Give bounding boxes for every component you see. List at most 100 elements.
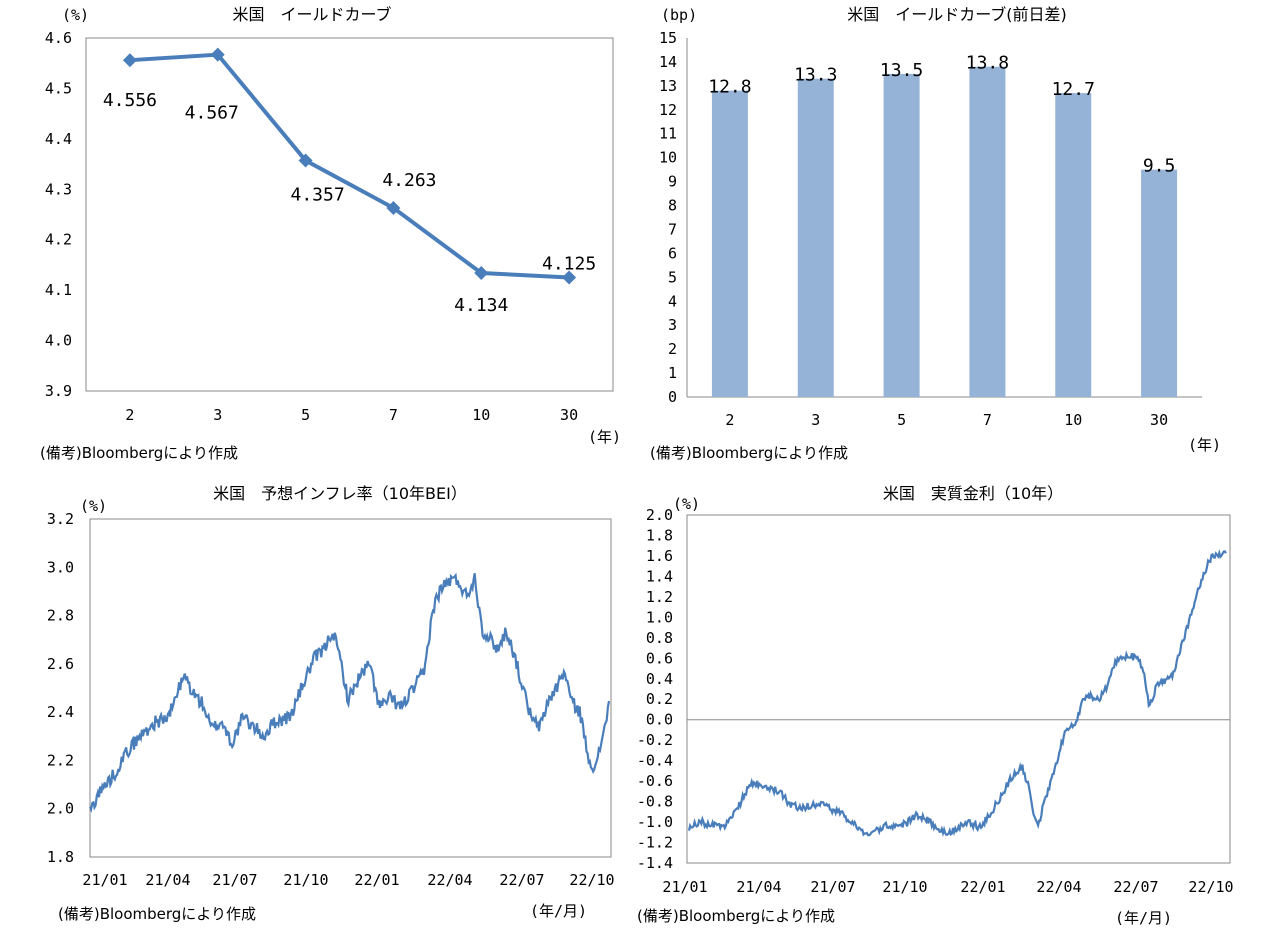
real-rate-line (687, 548, 1227, 837)
x-tick-label: 7 (983, 411, 992, 429)
x-tick-label: 21/01 (82, 871, 127, 889)
x-tick-label: 22/04 (427, 871, 472, 889)
y-tick-label: 4.2 (45, 231, 72, 249)
y-tick-label: 7 (668, 220, 677, 238)
y-unit: (%) (673, 495, 700, 513)
y-tick-label: -0.8 (637, 793, 673, 811)
y-tick-label: 13 (659, 77, 677, 95)
x-unit: (年) (588, 428, 621, 446)
bei-line (89, 572, 611, 813)
y-tick-label: 10 (659, 149, 677, 167)
x-tick-label: 2 (125, 406, 134, 424)
y-tick-label: 6 (668, 244, 677, 262)
y-tick-label: 14 (659, 53, 677, 71)
x-tick-label: 3 (213, 406, 222, 424)
yield-curve-chart: (%) 米国 イールドカーブ 4.64.54.44.34.24.14.03.9 … (40, 5, 621, 462)
y-tick-label: 11 (659, 125, 677, 143)
x-tick-label: 22/07 (499, 871, 544, 889)
x-tick-label: 5 (301, 406, 310, 424)
data-label: 4.357 (290, 185, 344, 206)
x-tick-label: 22/07 (1113, 878, 1158, 896)
x-tick-label: 10 (472, 406, 490, 424)
y-tick-label: 0.0 (646, 711, 673, 729)
x-tick-label: 2 (725, 411, 734, 429)
y-tick-label: -1.4 (637, 854, 673, 872)
y-tick-label: -0.4 (637, 752, 673, 770)
data-label: 13.8 (966, 53, 1009, 74)
y-tick-label: 12 (659, 101, 677, 119)
y-tick-label: 0.2 (646, 690, 673, 708)
y-unit: (bp) (661, 6, 697, 24)
y-tick-label: -0.6 (637, 772, 673, 790)
x-tick-label: 22/04 (1036, 878, 1081, 896)
y-tick-label: 4.3 (45, 180, 72, 198)
x-tick-label: 21/10 (882, 878, 927, 896)
x-tick-label: 21/10 (283, 871, 328, 889)
bar (797, 78, 834, 397)
x-tick-label: 21/04 (145, 871, 190, 889)
plot-area (85, 37, 614, 392)
data-label: 4.556 (103, 90, 157, 111)
y-tick-label: 1.0 (646, 608, 673, 626)
y-tick-label: 1.6 (646, 547, 673, 565)
data-label: 13.5 (880, 60, 923, 81)
yield-change-chart: (bp) 米国 イールドカーブ(前日差) 1514131211109876543… (650, 5, 1221, 462)
x-tick-label: 22/10 (1188, 878, 1233, 896)
data-point (562, 270, 577, 285)
y-tick-label: 4.4 (45, 130, 72, 148)
data-label: 12.7 (1052, 79, 1095, 100)
x-unit: (年) (1188, 436, 1221, 454)
y-tick-label: -1.2 (637, 834, 673, 852)
bar (1055, 93, 1092, 398)
x-unit: (年/月) (530, 902, 587, 920)
chart-title: 米国 予想インフレ率（10年BEI） (213, 484, 467, 503)
data-point (298, 153, 313, 168)
y-tick-label: 2.2 (47, 751, 74, 769)
data-label: 12.8 (708, 77, 751, 98)
x-tick-label: 21/07 (212, 871, 257, 889)
x-tick-label: 30 (560, 406, 578, 424)
source-note: (備考)Bloombergにより作成 (58, 905, 256, 923)
y-tick-label: 2.4 (47, 703, 74, 721)
x-unit: (年/月) (1115, 909, 1172, 927)
y-tick-label: 1.4 (646, 567, 673, 585)
y-tick-label: 8 (668, 197, 677, 215)
chart-title: 米国 実質金利（10年） (883, 484, 1063, 503)
y-tick-label: 5 (668, 268, 677, 286)
x-tick-label: 30 (1150, 411, 1168, 429)
source-note: (備考)Bloombergにより作成 (650, 444, 848, 462)
y-tick-label: 0.8 (646, 629, 673, 647)
y-tick-label: 1.8 (646, 526, 673, 544)
y-tick-label: 4.0 (45, 332, 72, 350)
chart-title: 米国 イールドカーブ(前日差) (847, 5, 1067, 24)
bar (1141, 169, 1178, 397)
yield-line (129, 52, 570, 280)
y-tick-label: -0.2 (637, 731, 673, 749)
y-tick-label: 3.9 (45, 382, 72, 400)
x-tick-label: 21/07 (810, 878, 855, 896)
x-tick-label: 5 (897, 411, 906, 429)
y-tick-label: 3.2 (47, 510, 74, 528)
bar (969, 66, 1006, 397)
y-tick-label: 0 (668, 388, 677, 406)
y-tick-label: 1 (668, 364, 677, 382)
y-tick-label: 2.8 (47, 607, 74, 625)
y-tick-label: 4.6 (45, 29, 72, 47)
x-tick-label: 22/10 (569, 871, 614, 889)
data-label: 4.263 (382, 170, 436, 191)
x-tick-label: 3 (811, 411, 820, 429)
x-tick-label: 7 (389, 406, 398, 424)
y-tick-label: 3.0 (47, 558, 74, 576)
data-point (210, 47, 225, 62)
bei-chart: (%) 米国 予想インフレ率（10年BEI） 3.2 3.0 2.8 2.6 2.4 2.… (47, 484, 615, 923)
x-tick-label: 10 (1064, 411, 1082, 429)
y-tick-label: 15 (659, 29, 677, 47)
y-tick-label: 4.1 (45, 281, 72, 299)
x-tick-label: 21/04 (736, 878, 781, 896)
data-label: 4.134 (454, 295, 508, 316)
data-label: 9.5 (1143, 156, 1176, 177)
y-tick-label: 0.6 (646, 649, 673, 667)
y-tick-label: -1.0 (637, 813, 673, 831)
y-tick-label: 1.2 (646, 588, 673, 606)
data-label: 4.567 (185, 103, 239, 124)
